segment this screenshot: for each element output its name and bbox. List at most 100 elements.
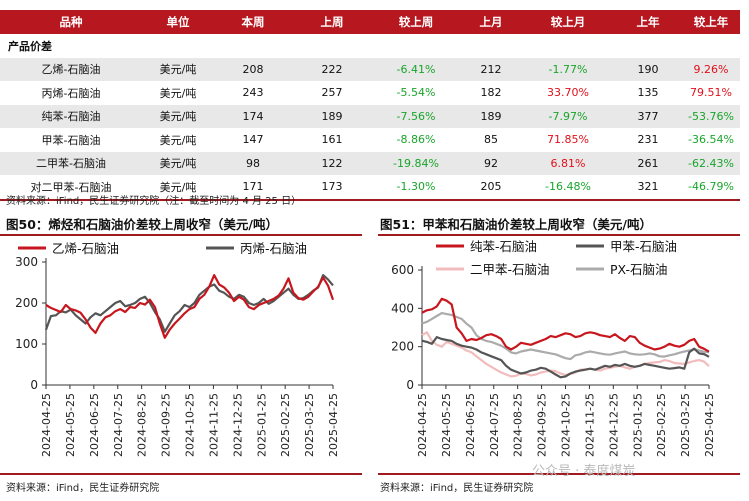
row-name: 乙烯-石脑油 xyxy=(0,57,142,81)
footer-rule xyxy=(378,473,740,475)
series-line-4 xyxy=(421,311,710,361)
row-mom: 33.70% xyxy=(547,86,589,100)
row-last-year: 377 xyxy=(614,104,682,128)
y-tick-label: 0 xyxy=(406,378,414,392)
section-label: 产品价差 xyxy=(8,39,52,53)
x-tick-label: 2024-04-25 xyxy=(416,393,429,457)
table-row: 乙烯-石脑油 美元/吨 208 222 -6.41% 212 -1.77% 19… xyxy=(0,57,740,81)
row-this-week: 174 xyxy=(214,104,292,128)
row-last-week: 222 xyxy=(292,57,372,81)
y-tick-label: 200 xyxy=(15,296,38,310)
row-last-week: 161 xyxy=(321,133,343,147)
row-last-year: 321 xyxy=(614,175,682,201)
row-this-week: 171 xyxy=(214,175,292,201)
row-last-week: 173 xyxy=(292,175,372,201)
row-unit: 美元/吨 xyxy=(142,104,214,128)
row-name: 纯苯-石脑油 xyxy=(0,104,142,128)
row-this-week: 243 xyxy=(242,86,264,100)
table-row: 二甲苯-石脑油 美元/吨 98 122 -19.84% 92 6.81% 261… xyxy=(0,151,740,175)
fig51-source: 资料来源：iFind，民生证券研究院 xyxy=(380,483,534,494)
table-row: 丙烯-石脑油 美元/吨 243 257 -5.54% 182 33.70% 13… xyxy=(0,81,740,105)
row-unit: 美元/吨 xyxy=(142,151,214,175)
row-unit: 美元/吨 xyxy=(142,57,214,81)
row-last-month: 85 xyxy=(484,133,498,147)
x-tick-label: 2025-02-25 xyxy=(655,393,668,457)
row-last-year: 190 xyxy=(614,57,682,81)
row-last-year: 135 xyxy=(637,86,659,100)
legend-label: PX-石脑油 xyxy=(610,262,668,277)
x-tick-label: 2025-01-25 xyxy=(255,393,268,457)
x-tick-label: 2024-06-25 xyxy=(88,393,101,457)
row-unit: 美元/吨 xyxy=(142,175,214,201)
y-tick-label: 300 xyxy=(15,255,38,269)
row-last-week: 189 xyxy=(292,104,372,128)
row-this-week: 208 xyxy=(214,57,292,81)
table-row: 甲苯-石脑油 美元/吨 147 161 -8.86% 85 71.85% 231… xyxy=(0,128,740,152)
y-tick-label: 0 xyxy=(30,378,38,392)
title-rule xyxy=(378,234,740,236)
row-yoy: -53.76% xyxy=(682,104,740,128)
row-last-month: 212 xyxy=(460,57,522,81)
legend-label: 纯苯-石脑油 xyxy=(470,239,537,254)
x-tick-label: 2024-08-25 xyxy=(512,393,525,457)
y-tick-label: 400 xyxy=(391,301,414,315)
row-wow: -5.54% xyxy=(396,86,436,100)
x-tick-label: 2024-10-25 xyxy=(560,393,573,457)
price-spread-table: 品种 单位 本周 上周 较上周 上月 较上月 上年 较上年 产品价差 乙烯-石脑… xyxy=(0,10,740,201)
chart-fig51: 0 200 400 600 2024-04-25 2024-05-25 2024-06-25… xyxy=(391,239,716,457)
x-tick-label: 2025-04-25 xyxy=(703,393,716,457)
section-row: 产品价差 xyxy=(0,34,740,58)
row-this-week: 147 xyxy=(242,133,264,147)
series-line-1 xyxy=(421,297,710,353)
header-cell: 较上月 xyxy=(522,10,614,34)
row-name: 对二甲苯-石脑油 xyxy=(0,175,142,201)
x-tick-label: 2024-12-25 xyxy=(231,393,244,457)
legend-label: 乙烯-石脑油 xyxy=(52,241,119,256)
row-name: 二甲苯-石脑油 xyxy=(0,151,142,175)
y-tick-label: 600 xyxy=(391,263,414,277)
row-last-month: 205 xyxy=(460,175,522,201)
watermark: 公众号 · 泰度煤炭 xyxy=(532,464,636,479)
row-mom: 71.85% xyxy=(547,133,589,147)
row-yoy: 9.26% xyxy=(682,57,740,81)
header-cell: 上周 xyxy=(292,10,372,34)
x-tick-label: 2024-09-25 xyxy=(160,393,173,457)
row-mom: -7.97% xyxy=(522,104,614,128)
x-tick-label: 2024-07-25 xyxy=(488,393,501,457)
x-tick-label: 2024-08-25 xyxy=(136,393,149,457)
row-last-month: 182 xyxy=(480,86,502,100)
legend-label: 二甲苯-石脑油 xyxy=(470,262,550,277)
row-wow: -6.41% xyxy=(372,57,460,81)
series-line-2 xyxy=(421,335,710,379)
row-wow: -7.56% xyxy=(372,104,460,128)
x-tick-label: 2025-02-25 xyxy=(279,393,292,457)
x-tick-label: 2024-05-25 xyxy=(64,393,77,457)
row-last-month: 92 xyxy=(460,151,522,175)
row-wow: -19.84% xyxy=(372,151,460,175)
chart-title-fig50: 图50：烯烃和石脑油价差较上周收窄（美元/吨） xyxy=(6,217,278,232)
chart-fig50: 0 100 200 300 2024-04-25 2024-05-25 2024-06-25… xyxy=(15,241,340,457)
x-tick-label: 2024-04-25 xyxy=(40,393,53,457)
fig50-source: 资料来源：iFind，民生证券研究院 xyxy=(6,483,160,494)
series-line-3 xyxy=(421,331,710,378)
row-yoy: 79.51% xyxy=(690,86,732,100)
row-last-week: 122 xyxy=(292,151,372,175)
x-tick-label: 2024-06-25 xyxy=(464,393,477,457)
row-yoy: -36.54% xyxy=(688,133,734,147)
header-cell: 上月 xyxy=(460,10,522,34)
row-mom: -16.48% xyxy=(522,175,614,201)
x-tick-label: 2025-03-25 xyxy=(679,393,692,457)
table-header-row: 品种 单位 本周 上周 较上周 上月 较上月 上年 较上年 xyxy=(0,10,740,34)
header-cell: 上年 xyxy=(614,10,682,34)
x-tick-label: 2025-04-25 xyxy=(327,393,340,457)
row-wow: -1.30% xyxy=(372,175,460,201)
row-this-week: 98 xyxy=(214,151,292,175)
table-source: 资料来源：iFind，民生证券研究院（注：截至时间为 4 月 25 日） xyxy=(6,196,302,207)
row-mom: 6.81% xyxy=(522,151,614,175)
header-cell: 较上周 xyxy=(372,10,460,34)
x-tick-label: 2024-11-25 xyxy=(583,393,596,457)
series-line-2 xyxy=(44,273,334,333)
row-name: 甲苯-石脑油 xyxy=(41,133,101,147)
header-cell: 品种 xyxy=(0,10,142,34)
header-cell: 单位 xyxy=(142,10,214,34)
